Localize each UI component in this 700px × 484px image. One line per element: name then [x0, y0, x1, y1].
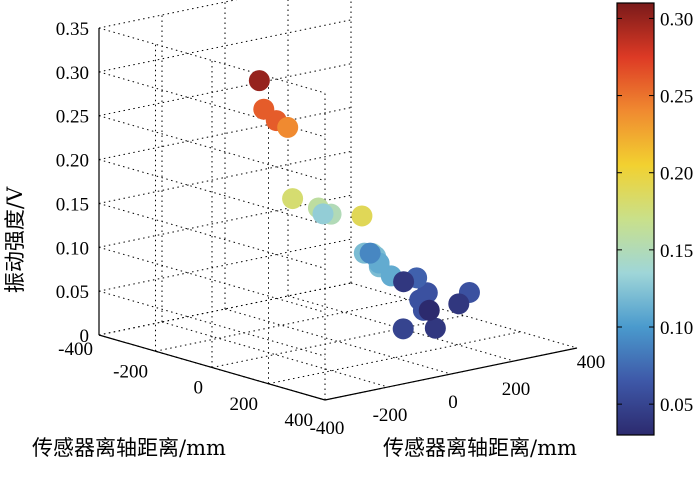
colorbar-tick-label: 0.20 [660, 164, 693, 185]
axes [98, 28, 578, 401]
data-point [393, 271, 415, 293]
wall-grid-line [98, 246, 326, 313]
z-tick-label: 0.30 [56, 63, 89, 84]
floor-grid-line [350, 282, 578, 349]
y-tick-label: -400 [310, 418, 345, 439]
z-tick-label: 0.15 [56, 194, 89, 215]
data-point [416, 282, 438, 304]
data-point [253, 98, 275, 120]
x-axis-label: 传感器离轴距离/mm [32, 436, 226, 460]
z-tick-label: 0.10 [56, 238, 89, 259]
data-point [359, 242, 381, 264]
z-tick-label: 0.25 [56, 107, 89, 128]
wall-grid-line [98, 27, 326, 94]
floor-grid-line [224, 308, 452, 375]
tick-labels: 0 0.05 0.10 0.15 0.20 0.25 0.30 0.35 -400 -200 0 20… [56, 19, 606, 439]
floor-grid-line [161, 321, 389, 388]
y-tick-label: 0 [448, 392, 458, 413]
data-points [248, 70, 480, 340]
data-point [351, 205, 373, 227]
y-tick-label: 200 [502, 379, 531, 400]
data-point [312, 203, 334, 225]
wall-grid-line [98, 202, 326, 269]
colorbar-tick-label: 0.15 [660, 241, 693, 262]
wall-grid-line [98, 115, 326, 182]
data-point [424, 317, 446, 339]
z-tick-label: 0.35 [56, 19, 89, 40]
data-point [448, 293, 470, 315]
colorbar-tick-label: 0.25 [660, 87, 693, 108]
colorbar-gradient [616, 2, 655, 436]
wall-grid-line [98, 159, 326, 226]
z-tick-label: 0 [80, 326, 90, 347]
data-point [282, 188, 304, 210]
y-tick-label: 400 [577, 352, 606, 373]
x-tick-label: -200 [113, 361, 148, 382]
data-point [392, 318, 414, 340]
y-axis-line [324, 347, 578, 401]
z-tick-label: 0.05 [56, 282, 89, 303]
data-point [277, 116, 299, 138]
data-point [248, 70, 270, 92]
data-point [418, 299, 440, 321]
y-tick-label: -200 [373, 405, 408, 426]
x-tick-label: 0 [194, 378, 204, 399]
colorbar-tick-label: 0.10 [660, 318, 693, 339]
wall-grid-line [98, 290, 326, 357]
x-axis-line [98, 334, 326, 401]
colorbar-tick-label: 0.30 [660, 9, 693, 30]
grid [98, 0, 578, 401]
floor-grid-line [155, 298, 408, 352]
y-axis-label: 传感器离轴距离/mm [383, 436, 577, 460]
colorbar: 0.05 0.10 0.15 0.20 0.25 0.30 [616, 2, 693, 436]
floor-grid-line [287, 295, 515, 362]
x-tick-label: -400 [58, 339, 93, 360]
z-axis-label: 振动强度/V [3, 186, 27, 293]
colorbar-tick-label: 0.05 [660, 395, 693, 416]
x-tick-label: 200 [230, 394, 259, 415]
z-tick-label: 0.20 [56, 151, 89, 172]
x-tick-label: 400 [285, 410, 314, 431]
